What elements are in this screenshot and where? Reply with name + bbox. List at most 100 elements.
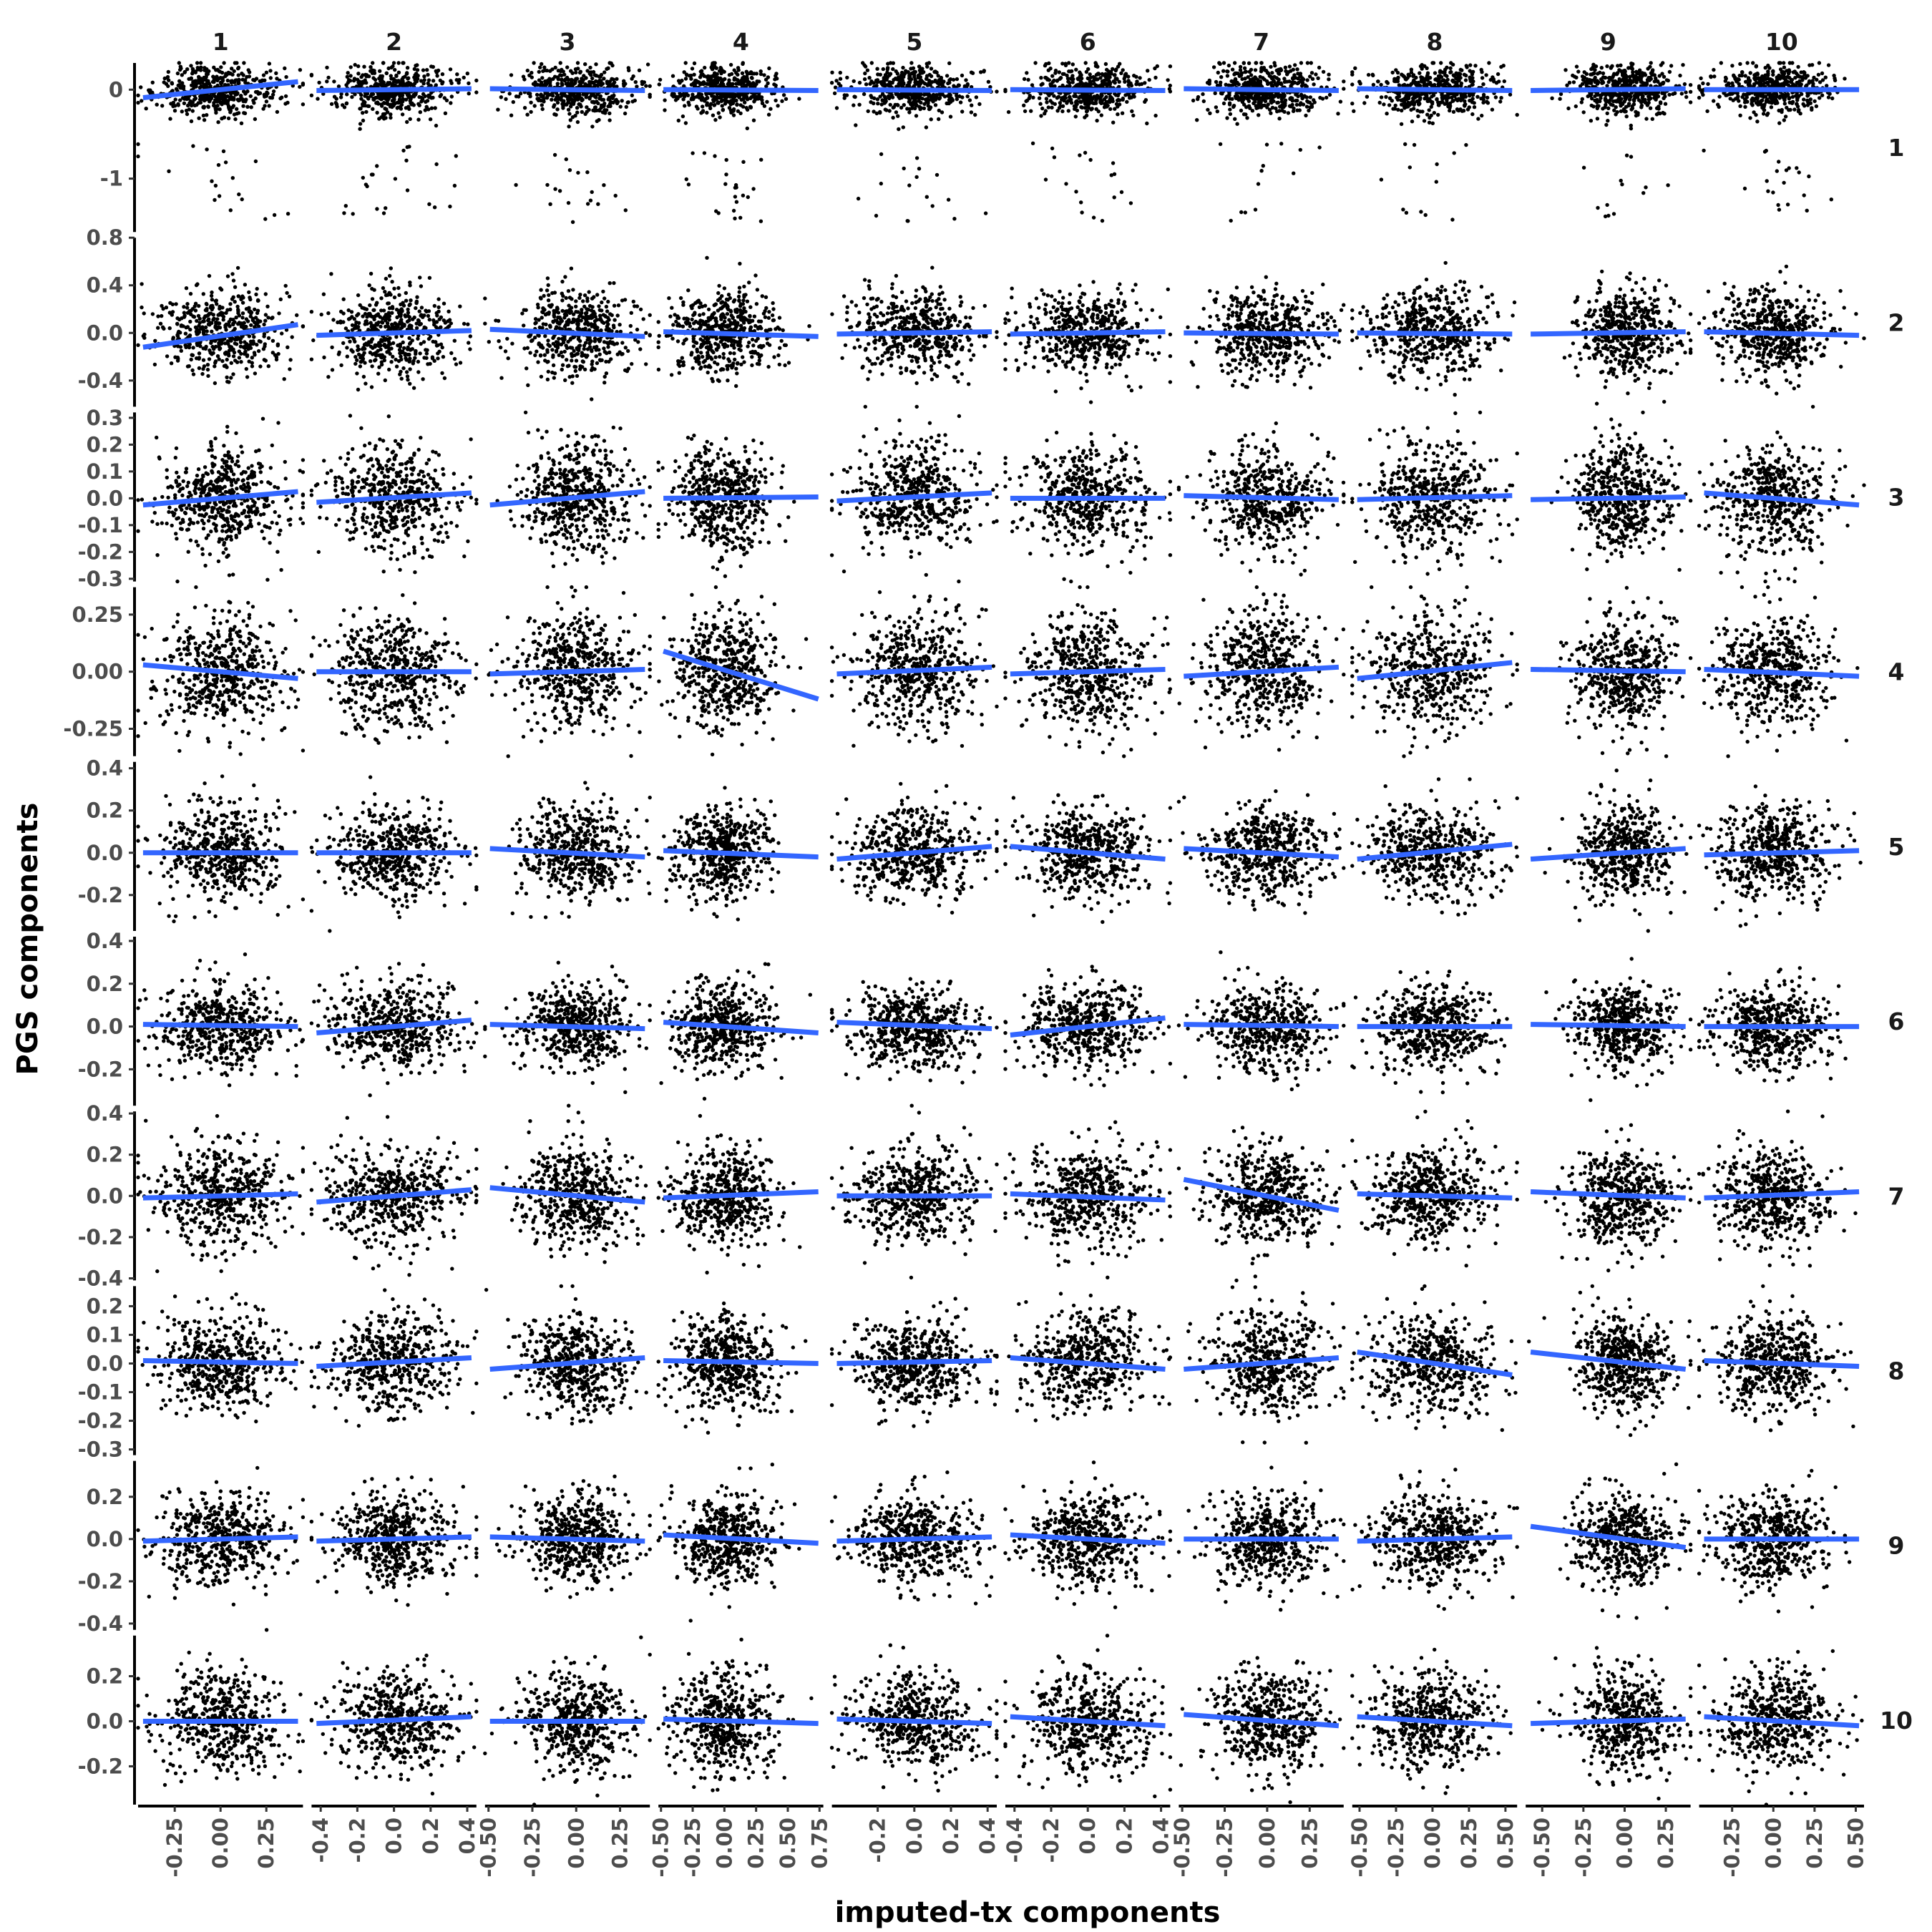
scatter-point <box>286 212 291 216</box>
scatter-point <box>414 72 419 76</box>
scatter-point <box>745 107 750 112</box>
facet-panel <box>657 61 819 223</box>
scatter-point <box>1250 81 1254 85</box>
y-tick-label: 0.0 <box>87 1527 123 1551</box>
scatter-point <box>1246 99 1252 104</box>
scatter-point <box>890 95 895 99</box>
scatter-point <box>1243 210 1248 215</box>
scatter-point <box>1037 96 1042 100</box>
scatter-point <box>1108 107 1113 112</box>
scatter-point <box>969 110 974 114</box>
scatter-point <box>1619 109 1624 114</box>
scatter-point <box>248 94 253 99</box>
scatter-point <box>624 104 628 109</box>
scatter-point <box>1808 97 1813 102</box>
scatter-point <box>648 84 652 89</box>
scatter-point <box>361 118 366 123</box>
scatter-point <box>973 112 977 117</box>
scatter-point <box>1114 102 1119 107</box>
scatter-point <box>1782 180 1786 185</box>
scatter-point <box>1025 71 1029 75</box>
scatter-point <box>736 109 741 113</box>
scatter-point <box>1437 77 1441 82</box>
scatter-point <box>1409 82 1414 87</box>
scatter-point <box>232 90 236 95</box>
scatter-point <box>1632 77 1636 82</box>
scatter-point <box>663 108 667 112</box>
scatter-point <box>570 71 575 75</box>
scatter-point <box>211 92 215 97</box>
x-tick-label: -0.25 <box>1213 1818 1237 1878</box>
x-tick-label: -0.25 <box>520 1818 545 1878</box>
scatter-point <box>1637 70 1642 75</box>
scatter-point <box>1499 96 1503 100</box>
scatter-point <box>522 106 527 110</box>
scatter-point <box>1039 114 1043 118</box>
scatter-point <box>542 97 546 101</box>
scatter-point <box>626 66 630 70</box>
scatter-point <box>1404 210 1409 215</box>
scatter-point <box>1317 145 1322 150</box>
scatter-point <box>465 72 469 76</box>
scatter-point <box>449 94 454 99</box>
scatter-point <box>767 66 771 71</box>
scatter-point <box>734 200 739 204</box>
scatter-point <box>525 68 530 73</box>
scatter-point <box>1300 96 1304 101</box>
scatter-point <box>705 110 709 115</box>
scatter-point <box>587 82 591 87</box>
y-tick-label: 0.2 <box>87 799 123 823</box>
scatter-point <box>579 96 584 100</box>
scatter-point <box>425 68 429 72</box>
scatter-point <box>1656 79 1660 84</box>
scatter-point <box>1053 68 1058 73</box>
scatter-point <box>1256 182 1261 186</box>
facet-panel <box>829 61 999 223</box>
scatter-point <box>366 104 371 109</box>
scatter-point <box>205 79 209 83</box>
column-strip-label: 9 <box>1600 28 1616 56</box>
scatter-point <box>1298 147 1303 152</box>
scatter-point <box>167 169 171 173</box>
scatter-point <box>230 176 235 180</box>
scatter-point <box>1085 109 1090 113</box>
scatter-point <box>1295 67 1299 72</box>
scatter-point <box>180 81 185 85</box>
scatter-point <box>690 67 695 71</box>
scatter-point <box>1661 110 1665 115</box>
scatter-point <box>589 94 593 98</box>
scatter-point <box>947 61 952 66</box>
scatter-point <box>1060 72 1065 77</box>
scatter-point <box>278 96 283 101</box>
scatter-point <box>1196 94 1201 99</box>
scatter-point <box>171 100 175 105</box>
scatter-point <box>918 75 923 79</box>
scatter-point <box>945 74 950 78</box>
scatter-point <box>933 103 938 107</box>
scatter-point <box>235 107 239 111</box>
scatter-point <box>190 83 194 87</box>
scatter-point <box>1099 101 1103 105</box>
scatter-point <box>1449 69 1453 74</box>
scatter-point <box>575 110 580 114</box>
scatter-point <box>353 62 357 67</box>
scatter-point <box>1558 97 1562 101</box>
y-tick-label: 0.2 <box>87 972 123 996</box>
scatter-point <box>1751 61 1755 65</box>
scatter-point <box>364 182 369 187</box>
scatter-point <box>270 92 275 97</box>
scatter-point <box>423 108 427 112</box>
scatter-point <box>1493 95 1498 99</box>
scatter-point <box>268 69 273 73</box>
y-tick-label: -0.3 <box>78 1438 123 1462</box>
scatter-point <box>1255 83 1259 88</box>
scatter-point <box>683 61 688 65</box>
scatter-point <box>369 65 373 69</box>
scatter-point <box>733 77 738 82</box>
scatter-point <box>507 92 512 96</box>
scatter-point <box>283 66 287 71</box>
scatter-point <box>744 83 748 88</box>
scatter-point <box>338 95 343 99</box>
scatter-point <box>965 94 970 99</box>
scatter-point <box>1022 103 1026 107</box>
